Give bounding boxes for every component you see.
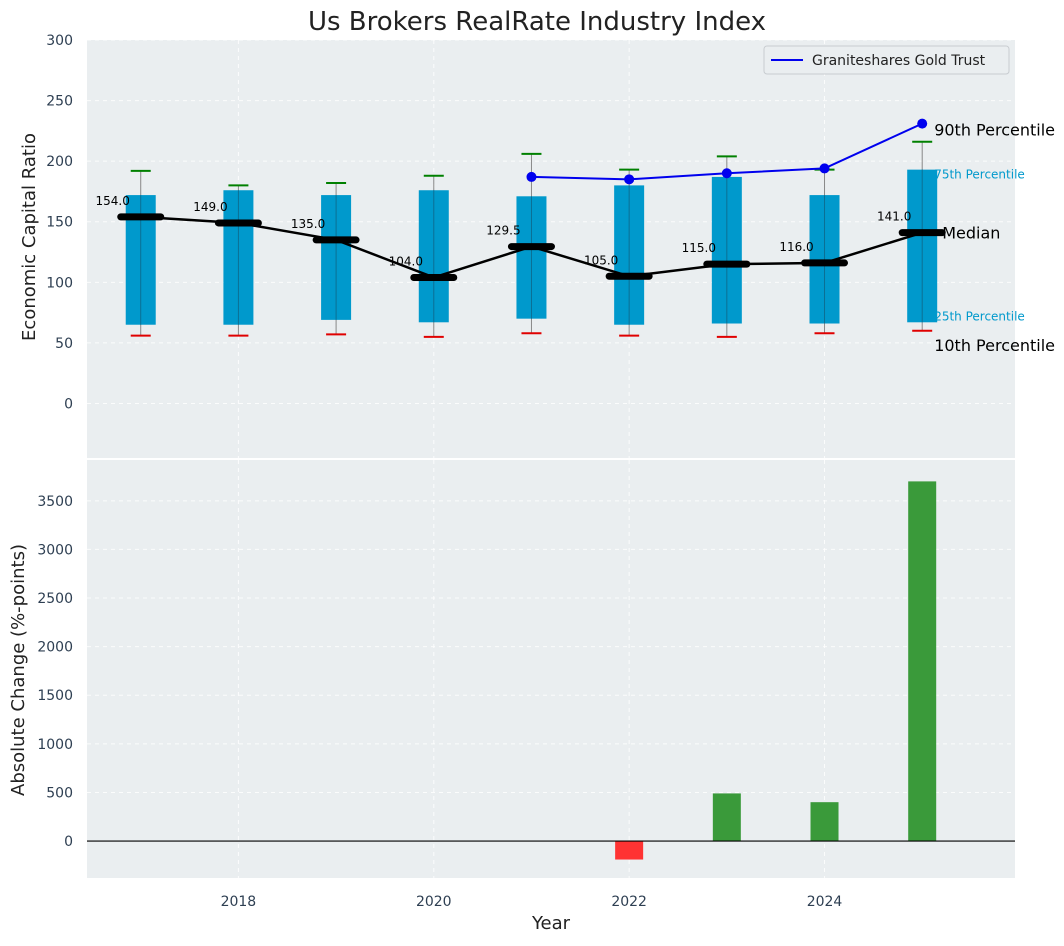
p90-annotation: 90th Percentile — [934, 121, 1055, 140]
median-value-label: 116.0 — [779, 240, 813, 254]
bottom-y-tick-label: 0 — [64, 834, 73, 850]
top-y-tick-label: 100 — [46, 275, 73, 291]
top-y-tick-label: 200 — [46, 154, 73, 170]
top-y-tick-labels: 0 50 100 150 200 250 300 — [46, 33, 73, 412]
median-annotation: Median — [942, 224, 1000, 243]
bottom-y-tick-label: 2500 — [37, 591, 73, 607]
top-y-tick-label: 0 — [64, 396, 73, 412]
change-bar — [908, 481, 937, 842]
p10-annotation: 10th Percentile — [934, 336, 1055, 355]
bar-group — [615, 481, 937, 860]
top-y-tick-label: 300 — [46, 33, 73, 49]
series-group — [526, 118, 928, 185]
x-tick-labels: 2018 2020 2022 2024 — [221, 894, 843, 910]
top-y-axis-label: Economic Capital Ratio — [19, 133, 40, 341]
bottom-y-tick-label: 3500 — [37, 494, 73, 510]
change-bar — [810, 802, 839, 842]
bottom-y-tick-label: 3000 — [37, 542, 73, 558]
median-value-label: 154.0 — [96, 194, 130, 208]
chart-title: Us Brokers RealRate Industry Index — [308, 7, 766, 37]
change-bar — [712, 793, 741, 842]
median-value-labels: 154.0 149.0 135.0 104.0 129.5 105.0 115.0 116.0… — [96, 194, 912, 269]
median-value-label: 149.0 — [193, 200, 227, 214]
series-point — [917, 118, 928, 129]
bottom-y-tick-label: 1000 — [37, 737, 73, 753]
change-bar — [615, 841, 644, 860]
bottom-y-tick-label: 1500 — [37, 688, 73, 704]
series-point — [526, 171, 537, 182]
p75-annotation: 75th Percentile — [934, 168, 1025, 182]
p25-annotation: 25th Percentile — [934, 309, 1025, 323]
median-value-label: 115.0 — [682, 241, 716, 255]
bottom-y-tick-label: 2000 — [37, 640, 73, 656]
median-value-label: 104.0 — [389, 254, 423, 268]
series-point — [624, 174, 635, 185]
median-line-group — [117, 213, 946, 281]
x-tick-label: 2022 — [611, 894, 647, 910]
top-y-tick-label: 150 — [46, 215, 73, 231]
median-value-label: 129.5 — [486, 224, 520, 238]
legend-box — [763, 45, 1010, 75]
x-tick-label: 2018 — [221, 894, 257, 910]
series-point — [721, 168, 732, 179]
bottom-y-axis-label: Absolute Change (%-points) — [8, 544, 29, 796]
top-y-tick-label: 50 — [55, 336, 73, 352]
bottom-plot-area — [87, 460, 1015, 878]
percentile-annotations: 90th Percentile 75th Percentile Median 25th… — [934, 121, 1055, 355]
top-y-tick-label: 250 — [46, 94, 73, 110]
median-value-label: 141.0 — [877, 210, 911, 224]
series-point — [819, 163, 830, 174]
x-tick-label: 2020 — [416, 894, 452, 910]
bottom-y-tick-label: 500 — [46, 785, 73, 801]
median-value-label: 105.0 — [584, 253, 618, 267]
bottom-y-tick-labels: 0 500 1000 1500 2000 2500 3000 3500 — [37, 494, 73, 850]
x-tick-label: 2024 — [807, 894, 843, 910]
x-axis-label: Year — [531, 913, 571, 934]
bottom-panel: 0 500 1000 1500 2000 2500 3000 3500 2018 2020 202… — [8, 460, 1015, 934]
legend-label: Graniteshares Gold Trust — [812, 53, 986, 69]
median-value-label: 135.0 — [291, 217, 325, 231]
legend[interactable]: Graniteshares Gold Trust — [763, 45, 1010, 75]
